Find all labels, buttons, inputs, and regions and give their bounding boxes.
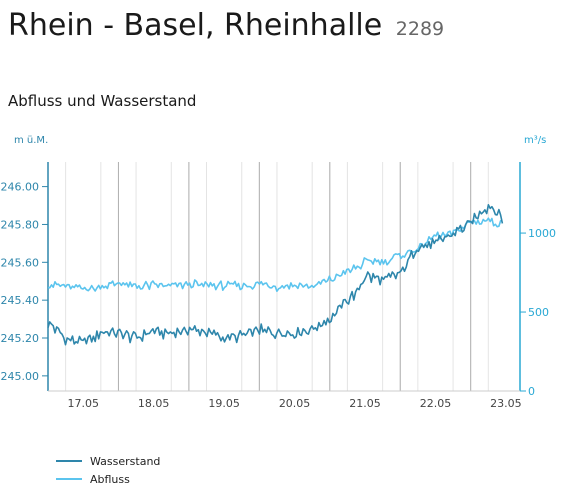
x-axis-tick-label: 20.05 <box>279 397 311 410</box>
right-axis-tick-label: 1000 <box>528 227 556 240</box>
legend-swatch-abfluss <box>56 478 82 480</box>
left-axis-tick-label: 245.20 <box>1 332 40 345</box>
x-axis-tick-label: 19.05 <box>208 397 240 410</box>
x-axis-tick-label: 23.05 <box>490 397 522 410</box>
left-axis-tick-label: 245.80 <box>1 218 40 231</box>
series-line-abfluss <box>47 217 503 293</box>
series-line-wasserstand <box>47 204 504 346</box>
left-axis-tick-label: 245.40 <box>1 294 40 307</box>
left-axis-tick-label: 246.00 <box>1 181 40 194</box>
x-axis-tick-label: 22.05 <box>420 397 452 410</box>
page-title: Rhein - Basel, Rheinhalle 2289 <box>8 6 444 49</box>
chart-subtitle: Abfluss und Wasserstand <box>8 92 197 110</box>
right-axis-tick-label: 0 <box>528 385 535 398</box>
legend-label-abfluss: Abfluss <box>90 472 130 486</box>
left-axis-unit: m ü.M. <box>14 135 49 146</box>
right-axis-unit: m³/s <box>524 135 547 146</box>
legend-label-wasserstand: Wasserstand <box>90 454 161 468</box>
x-axis-tick-label: 18.05 <box>138 397 170 410</box>
right-axis-tick-label: 500 <box>528 306 549 319</box>
legend-item-abfluss[interactable]: Abfluss <box>56 470 160 488</box>
x-axis-tick-label: 17.05 <box>67 397 99 410</box>
left-axis-tick-label: 245.00 <box>1 370 40 383</box>
chart-legend: Wasserstand Abfluss <box>56 452 160 488</box>
x-axis-tick-label: 21.05 <box>349 397 381 410</box>
left-axis-tick-label: 245.60 <box>1 256 40 269</box>
legend-item-wasserstand[interactable]: Wasserstand <box>56 452 160 470</box>
station-name: Rhein - Basel, Rheinhalle <box>8 8 383 43</box>
station-number: 2289 <box>395 18 445 40</box>
legend-swatch-wasserstand <box>56 460 82 462</box>
